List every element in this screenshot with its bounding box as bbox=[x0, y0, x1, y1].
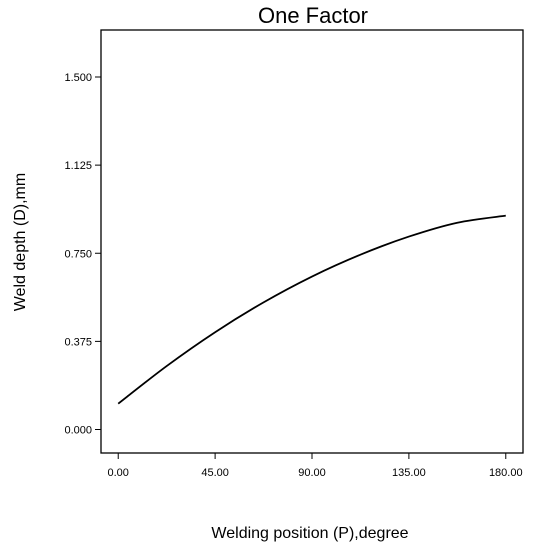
y-tick-label: 1.125 bbox=[64, 160, 92, 172]
y-tick-label: 0.375 bbox=[64, 336, 92, 348]
series-line bbox=[117, 214, 506, 405]
x-axis-label: Welding position (P),degree bbox=[211, 525, 408, 542]
x-tick-label: 0.00 bbox=[108, 467, 129, 479]
plot-frame bbox=[100, 29, 524, 454]
chart-title: One Factor bbox=[258, 3, 368, 28]
y-tick-label: 0.750 bbox=[64, 248, 92, 260]
x-tick-label: 90.00 bbox=[298, 467, 326, 479]
y-axis-label: Weld depth (D),mm bbox=[12, 173, 29, 311]
x-axis-ticks: 0.00 45.00 90.00 135.00 180.00 bbox=[108, 453, 523, 479]
x-tick-label: 180.00 bbox=[489, 467, 523, 479]
y-tick-label: 0.000 bbox=[64, 425, 92, 437]
y-tick-label: 1.500 bbox=[64, 72, 92, 84]
y-axis-ticks: 0.000 0.375 0.750 1.125 1.500 bbox=[64, 72, 101, 437]
x-tick-label: 135.00 bbox=[392, 467, 426, 479]
x-tick-label: 45.00 bbox=[201, 467, 229, 479]
